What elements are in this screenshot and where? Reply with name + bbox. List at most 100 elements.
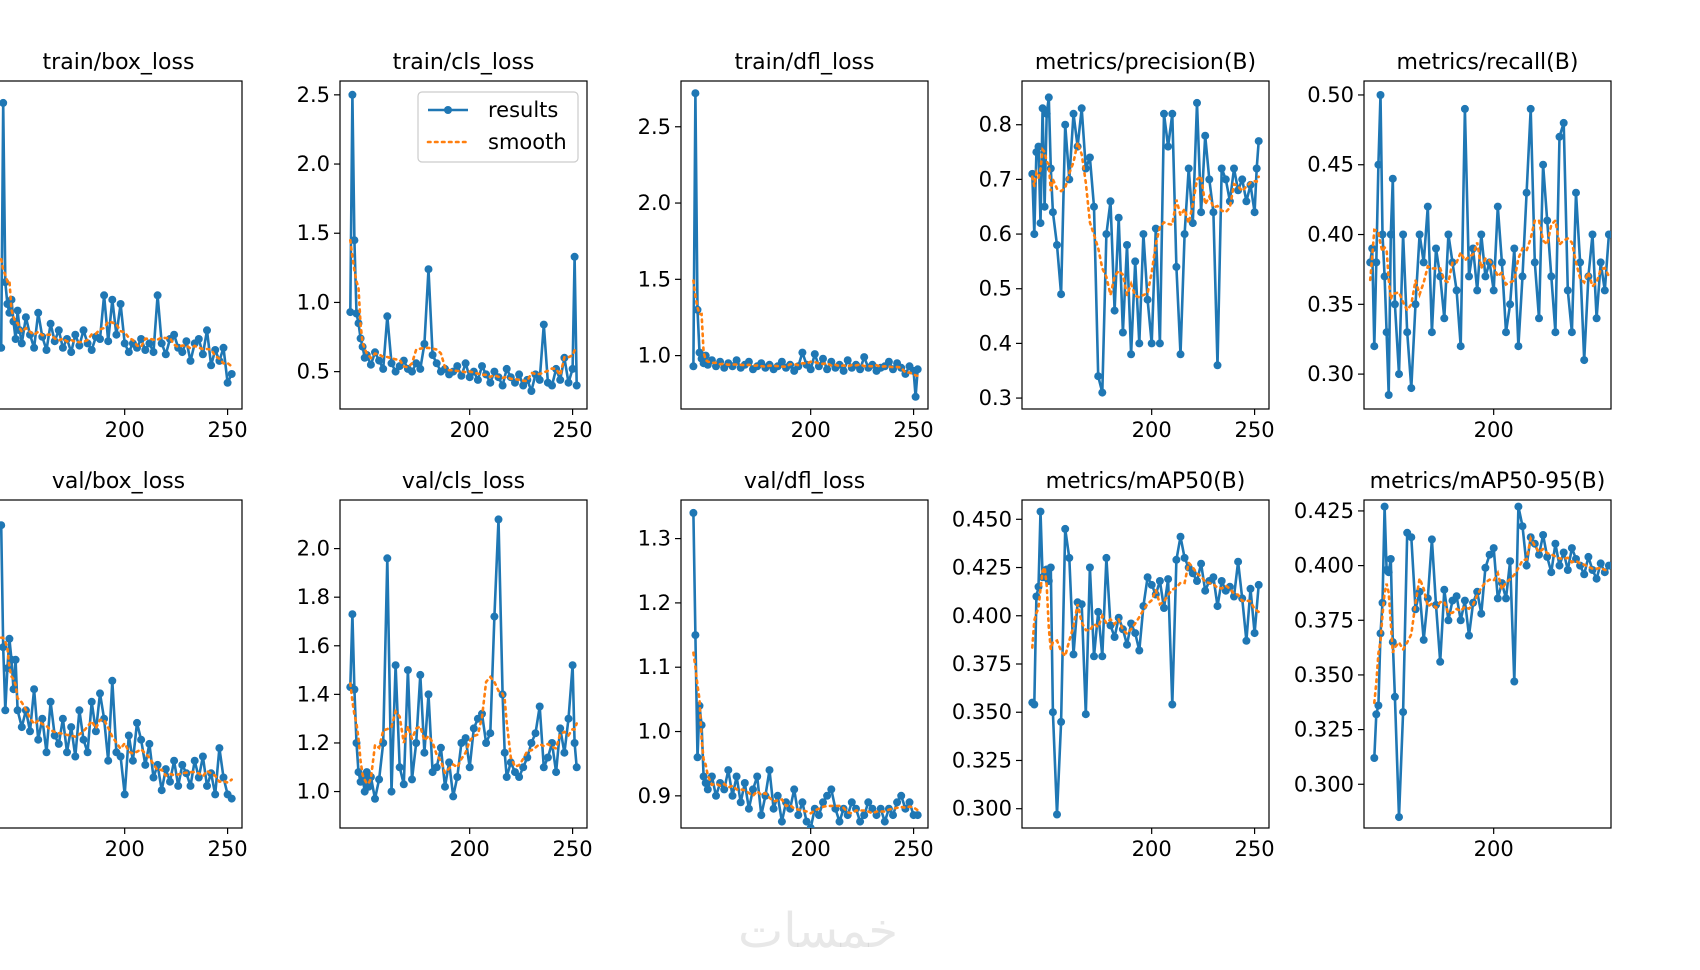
results-point (194, 773, 203, 782)
results-point (535, 375, 544, 384)
smooth-series-line (0, 636, 233, 785)
plot-area (1028, 93, 1263, 397)
results-point (1399, 230, 1408, 239)
results-point (568, 661, 577, 670)
results-point (1188, 219, 1197, 228)
results-point (1234, 557, 1243, 566)
results-point (1510, 244, 1519, 253)
results-point (570, 252, 579, 261)
subplot-metrics-precision-b-: metrics/precision(B) 200 250 0.3 0.4 0.5 0.6 0.… (979, 50, 1275, 442)
results-point (178, 760, 187, 769)
results-point (868, 804, 877, 813)
results-point (1502, 594, 1510, 603)
results-point (856, 365, 865, 374)
results-point (1384, 568, 1393, 577)
y-tick-label: 0.45 (1307, 153, 1354, 177)
results-point (1094, 372, 1103, 381)
results-point (112, 330, 121, 339)
results-point (1384, 391, 1393, 399)
results-point (186, 781, 195, 790)
results-point (782, 798, 790, 807)
y-tick-label: 0.9 (638, 784, 671, 808)
results-point (1514, 502, 1523, 511)
plot-area (1366, 91, 1611, 399)
results-point (757, 811, 766, 820)
y-tick-label: 0.450 (952, 507, 1012, 531)
results-point (399, 780, 408, 789)
results-point (352, 309, 361, 318)
results-point (1493, 202, 1502, 211)
results-point (387, 787, 396, 796)
results-point (1600, 286, 1609, 295)
results-point (1551, 328, 1560, 337)
results-point (860, 353, 869, 362)
results-point (1065, 553, 1074, 562)
results-point (500, 748, 509, 757)
results-point (1506, 300, 1515, 309)
results-point (1567, 544, 1576, 553)
results-point (1160, 109, 1168, 118)
results-point (572, 763, 581, 772)
results-point (913, 365, 922, 374)
results-point (1160, 604, 1168, 612)
results-point (548, 381, 556, 390)
smooth-series-line (1368, 217, 1611, 313)
results-point (691, 631, 700, 640)
y-tick-label: 1.0 (297, 290, 330, 314)
results-point (11, 335, 20, 343)
y-tick-label: 0.30 (1307, 362, 1354, 386)
results-point (819, 798, 827, 807)
results-point (1172, 555, 1181, 564)
x-tick-label: 250 (208, 837, 248, 861)
results-point (137, 335, 146, 343)
plot-frame (0, 80, 243, 410)
results-point (449, 792, 458, 801)
results-point (133, 718, 141, 727)
y-tick-label: 0.40 (1307, 223, 1354, 247)
smooth-series-line (692, 651, 920, 815)
y-tick-label: 0.300 (952, 797, 1012, 821)
results-point (391, 661, 400, 670)
results-point (1069, 650, 1078, 659)
results-point (839, 366, 848, 375)
y-tick-label: 1.8 (297, 585, 330, 609)
y-tick-label: 1.2 (297, 731, 330, 755)
results-point (732, 772, 741, 781)
results-point (897, 791, 906, 800)
results-point (145, 739, 154, 748)
results-point (1053, 241, 1061, 249)
results-point (1094, 607, 1103, 616)
smooth-series-line (0, 257, 233, 368)
results-point (1168, 700, 1177, 709)
x-tick-label: 200 (1132, 837, 1172, 861)
results-point (79, 735, 88, 744)
results-point (1530, 258, 1539, 267)
results-point (457, 371, 466, 380)
results-point (1489, 544, 1498, 553)
results-point (91, 727, 100, 736)
y-tick-label: 1.0 (297, 780, 330, 804)
results-point (75, 341, 84, 350)
results-point (490, 367, 499, 376)
results-point (1407, 533, 1416, 542)
results-point (806, 824, 815, 828)
results-point (190, 756, 199, 765)
results-point (42, 748, 51, 757)
x-tick-label: 200 (1474, 418, 1514, 442)
results-point (441, 364, 449, 373)
smooth-series-line (692, 279, 920, 378)
results-point (1254, 137, 1263, 146)
results-point (1370, 342, 1379, 351)
results-point (1197, 559, 1206, 568)
results-point (375, 775, 384, 784)
results-point (1376, 91, 1385, 99)
y-tick-label: 2.0 (297, 152, 330, 176)
plot-title: val/box_loss (52, 469, 185, 494)
plot-frame (1021, 80, 1270, 410)
plot-area (689, 89, 922, 401)
x-tick-label: 250 (553, 837, 593, 861)
results-point (157, 786, 166, 795)
legend-results-marker (444, 106, 452, 114)
results-point (1382, 328, 1391, 337)
plot-area (346, 515, 581, 803)
